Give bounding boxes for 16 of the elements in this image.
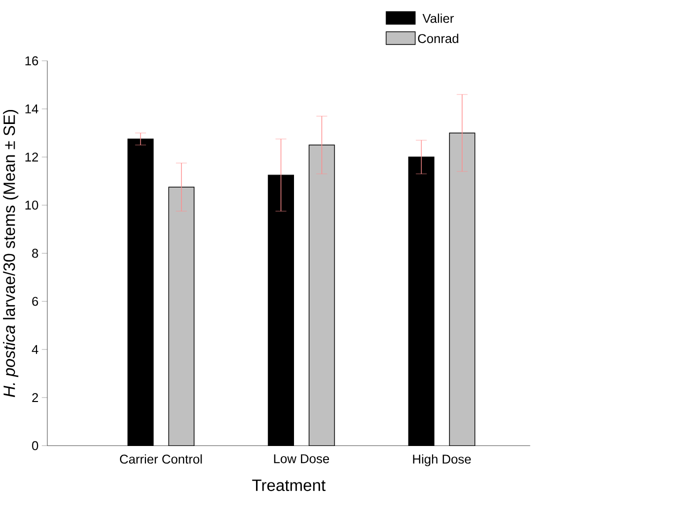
y-tick-label: 10 [25,200,38,210]
y-tick-label: 6 [32,296,38,306]
y-tick-label: 14 [25,104,38,114]
y-tick-label: 12 [25,152,38,162]
y-axis-title: H. postica larvae/30 stems (Mean ± SE) [3,110,18,398]
y-tick-label: 16 [25,56,38,66]
x-tick-label: High Dose [413,454,471,466]
x-tick-label: Low Dose [274,454,330,464]
y-tick-label: 0 [32,441,38,450]
legend-label: Valier [422,14,454,23]
x-axis-title: Treatment [252,480,326,492]
y-tick-label: 4 [32,345,38,354]
y-tick-label: 2 [32,393,38,402]
y-tick-label: 8 [32,248,38,258]
legend-label: Conrad [418,34,458,44]
x-tick-label: Carrier Control [120,454,202,464]
